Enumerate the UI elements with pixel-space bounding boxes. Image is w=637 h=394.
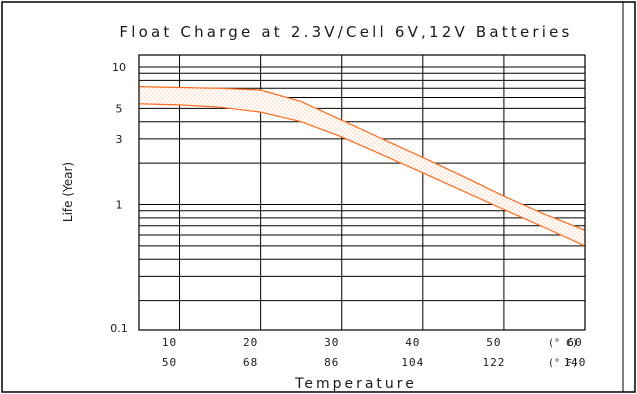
upper-life-line bbox=[138, 86, 586, 231]
y-tick-label: 0.1 bbox=[110, 322, 128, 335]
unit-celsius: (° C) bbox=[548, 338, 578, 349]
life-band bbox=[138, 86, 586, 247]
band-fill bbox=[139, 86, 585, 246]
x-tick-celsius: 10 bbox=[162, 336, 177, 349]
x-tick-celsius: 20 bbox=[243, 336, 258, 349]
y-axis-label: Life (Year) bbox=[61, 162, 75, 222]
x-tick-fahrenheit: 50 bbox=[162, 356, 177, 369]
y-tick-labels: 10 5 3 1 0.1 bbox=[110, 61, 128, 335]
x-tick-celsius: 40 bbox=[405, 336, 420, 349]
x-tick-fahrenheit: 122 bbox=[482, 356, 505, 369]
x-tick-celsius: 50 bbox=[486, 336, 501, 349]
x-tick-fahrenheit: 104 bbox=[401, 356, 424, 369]
x-tick-celsius: 30 bbox=[324, 336, 339, 349]
x-tick-fahrenheit: 86 bbox=[324, 356, 339, 369]
x-tick-celsius: 60 bbox=[567, 336, 582, 349]
lower-life-line bbox=[138, 103, 586, 247]
y-tick-label: 1 bbox=[116, 199, 123, 212]
chart-title: Float Charge at 2.3V/Cell 6V,12V Batteri… bbox=[119, 23, 572, 41]
x-axis-label: Temperature bbox=[294, 376, 417, 392]
x-tick-labels: 10 50 20 68 30 86 40 104 50 122 60 140 bbox=[162, 336, 587, 369]
x-tick-fahrenheit: 140 bbox=[564, 356, 587, 369]
y-tick-label: 10 bbox=[112, 61, 126, 74]
plot-area-border bbox=[138, 54, 586, 331]
unit-fahrenheit: (° F) bbox=[548, 358, 578, 369]
x-tick-fahrenheit: 68 bbox=[243, 356, 258, 369]
y-tick-label: 3 bbox=[116, 133, 123, 146]
y-tick-label: 5 bbox=[116, 102, 123, 115]
